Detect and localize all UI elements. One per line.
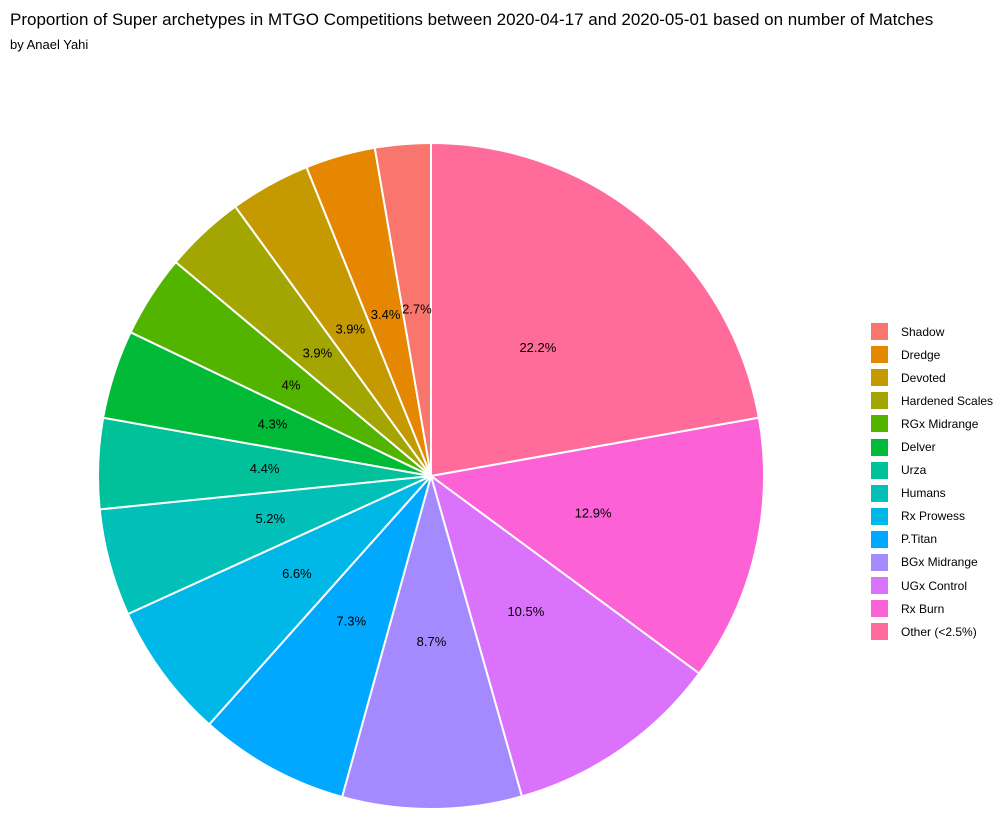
slice-label-hardened-scales: 3.9%	[303, 346, 333, 361]
legend-swatch	[871, 415, 888, 433]
legend-swatch	[871, 461, 888, 479]
legend-item-devoted: Devoted	[871, 366, 993, 389]
slice-label-rx-prowess: 6.6%	[282, 566, 312, 581]
slice-label-delver: 4.3%	[258, 416, 288, 431]
legend-swatch	[871, 600, 888, 618]
legend-label: Devoted	[901, 370, 946, 385]
legend-swatch	[871, 553, 888, 571]
legend-item-p-titan: P.Titan	[871, 528, 993, 551]
legend-item-rx-prowess: Rx Prowess	[871, 505, 993, 528]
chart-subtitle: by Anael Yahi	[10, 37, 89, 52]
legend-item-bgx-midrange: BGx Midrange	[871, 551, 993, 574]
legend-label: RGx Midrange	[901, 416, 979, 431]
legend-label: Rx Burn	[901, 601, 945, 616]
legend-swatch	[871, 530, 888, 548]
pie-slice-bgx-midrange	[340, 472, 524, 811]
legend-label: Hardened Scales	[901, 393, 994, 408]
legend-item-ugx-control: UGx Control	[871, 574, 993, 597]
legend-item-dredge: Dredge	[871, 343, 993, 366]
legend-swatch	[871, 484, 888, 502]
legend-label: Other (<2.5%)	[901, 624, 977, 639]
legend-swatch	[871, 623, 888, 641]
legend-swatch	[871, 369, 888, 387]
legend-label: Shadow	[901, 324, 945, 339]
legend-item-delver: Delver	[871, 435, 993, 458]
pie-slice-shadow	[373, 141, 432, 477]
pie-slice-rx-prowess	[126, 475, 432, 726]
chart-legend: Shadow Dredge Devoted Hardened Scales RGx Mi…	[871, 320, 993, 643]
legend-label: Delver	[901, 440, 936, 455]
pie-slice-ugx-control	[429, 473, 701, 798]
pie-slice-p-titan	[207, 475, 432, 799]
legend-item-shadow: Shadow	[871, 320, 993, 343]
pie-slice-rx-burn	[428, 416, 765, 675]
legend-item-rgx-midrange: RGx Midrange	[871, 412, 993, 435]
slice-label-humans: 5.2%	[255, 511, 285, 526]
slice-label-other-2-5: 22.2%	[519, 340, 556, 355]
legend-label: Dredge	[901, 347, 941, 362]
legend-item-hardened-scales: Hardened Scales	[871, 389, 993, 412]
slice-label-ugx-control: 10.5%	[507, 604, 544, 619]
legend-swatch	[871, 346, 888, 364]
chart-title: Proportion of Super archetypes in MTGO C…	[10, 10, 934, 29]
legend-label: BGx Midrange	[901, 555, 978, 570]
legend-label: Humans	[901, 486, 946, 501]
slice-label-bgx-midrange: 8.7%	[417, 634, 447, 649]
pie-chart: 22.2% 12.9% 10.5% 8.7% 7.3% 6.6% 5.2% 4.4% 4.3% 4…	[97, 141, 765, 811]
pie-slice-other-2-5	[430, 141, 761, 478]
legend-item-rx-burn: Rx Burn	[871, 597, 993, 620]
legend-item-urza: Urza	[871, 459, 993, 482]
legend-item-humans: Humans	[871, 482, 993, 505]
legend-swatch	[871, 577, 888, 595]
legend-swatch	[871, 392, 888, 410]
legend-swatch	[871, 507, 888, 525]
slice-label-devoted: 3.9%	[335, 322, 365, 337]
legend-label: UGx Control	[901, 578, 968, 593]
slice-label-dredge: 3.4%	[371, 307, 401, 322]
legend-item-other-2-5: Other (<2.5%)	[871, 620, 993, 643]
legend-swatch	[871, 323, 888, 341]
legend-label: Rx Prowess	[901, 509, 966, 524]
slice-label-shadow: 2.7%	[402, 302, 432, 317]
slice-label-urza: 4.4%	[250, 461, 280, 476]
slice-label-rgx-midrange: 4%	[282, 377, 301, 392]
legend-label: P.Titan	[901, 532, 938, 547]
slice-label-rx-burn: 12.9%	[575, 505, 612, 520]
legend-swatch	[871, 438, 888, 456]
legend-label: Urza	[901, 463, 927, 478]
slice-label-p-titan: 7.3%	[336, 614, 366, 629]
